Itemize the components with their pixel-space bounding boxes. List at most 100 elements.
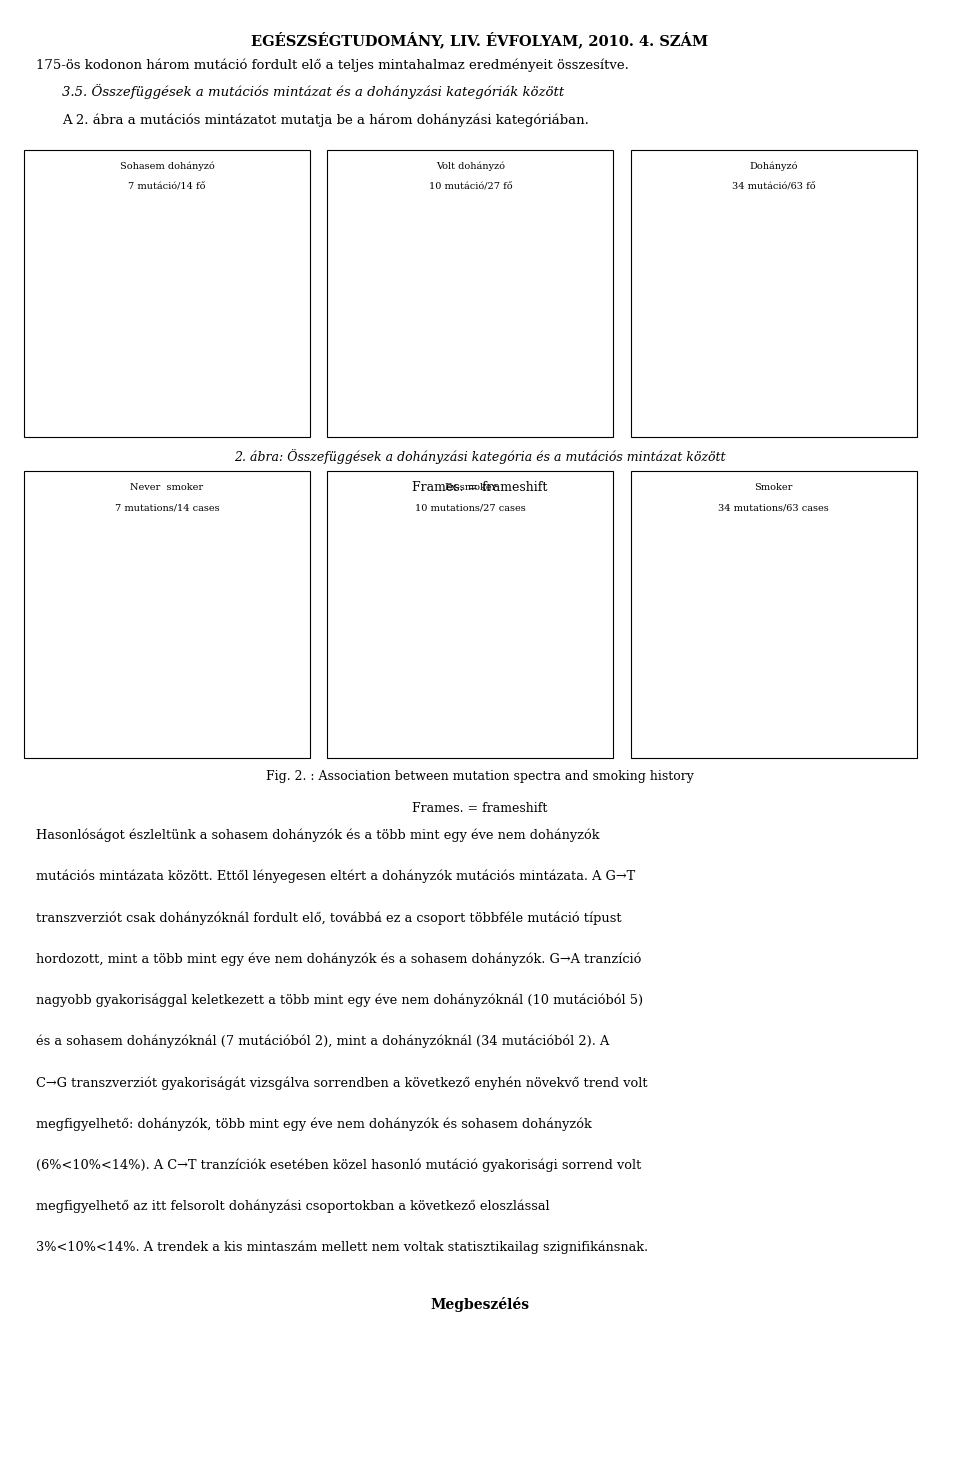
Text: transzverziót csak dohányzóknál fordult elő, továbbá ez a csoport többféle mutác: transzverziót csak dohányzóknál fordult …	[36, 911, 622, 924]
Text: Frames.
14%: Frames. 14%	[206, 278, 276, 296]
Text: Frames. = frameshift: Frames. = frameshift	[412, 802, 548, 815]
Wedge shape	[724, 300, 774, 347]
Wedge shape	[724, 604, 774, 626]
Text: C>T
10%: C>T 10%	[503, 328, 552, 359]
Wedge shape	[774, 305, 822, 336]
Text: C>G
10%: C>G 10%	[484, 664, 514, 710]
Text: G>A
6%: G>A 6%	[810, 322, 863, 349]
Text: 3%<10%<14%. A trendek a kis mintaszám mellett nem voltak statisztikailag szignif: 3%<10%<14%. A trendek a kis mintaszám me…	[36, 1241, 649, 1254]
Text: Ex-smoker: Ex-smoker	[444, 483, 496, 492]
Text: C>G
14%: C>G 14%	[72, 278, 128, 296]
Text: C>G
6%: C>G 6%	[680, 596, 734, 615]
Text: (6%<10%<14%). A C→T tranzíciók esetében közel hasonló mutáció gyakorisági sorren: (6%<10%<14%). A C→T tranzíciók esetében …	[36, 1158, 642, 1172]
Text: Megbeszélés: Megbeszélés	[430, 1297, 530, 1312]
Wedge shape	[774, 612, 824, 640]
Wedge shape	[128, 255, 167, 305]
Wedge shape	[729, 275, 774, 305]
Text: C>G
10%: C>G 10%	[484, 343, 514, 389]
Wedge shape	[167, 255, 206, 305]
Wedge shape	[724, 283, 774, 305]
Text: EGÉSZSÉGTUDOMÁNY, LIV. ÉVFOLYAM, 2010. 4. SZÁM: EGÉSZSÉGTUDOMÁNY, LIV. ÉVFOLYAM, 2010. 4…	[252, 31, 708, 47]
Text: Volt dohányzó: Volt dohányzó	[436, 162, 505, 171]
Wedge shape	[756, 576, 774, 626]
Wedge shape	[144, 305, 216, 356]
Text: C>T
14%: C>T 14%	[115, 227, 149, 269]
Wedge shape	[420, 576, 470, 677]
Text: 7 mutations/14 cases: 7 mutations/14 cases	[115, 503, 219, 512]
Wedge shape	[117, 274, 167, 315]
Text: C>T
3%: C>T 3%	[689, 256, 739, 284]
Text: Frames.
14%: Frames. 14%	[206, 599, 276, 617]
Wedge shape	[747, 626, 814, 677]
Text: Ismeretlen
21%: Ismeretlen 21%	[799, 234, 865, 274]
Text: G>T
24%: G>T 24%	[781, 344, 806, 390]
Text: Frames.
9%: Frames. 9%	[814, 617, 885, 634]
Text: és a sohasem dohányzóknál (7 mutációból 2), mint a dohányzóknál (34 mutációból 2: és a sohasem dohányzóknál (7 mutációból …	[36, 1035, 610, 1048]
Wedge shape	[144, 626, 216, 677]
Text: Frames.
30%: Frames. 30%	[503, 571, 566, 602]
Text: G>C
14%: G>C 14%	[85, 330, 134, 361]
Text: Never  smoker: Never smoker	[131, 483, 204, 492]
Wedge shape	[747, 258, 774, 305]
Wedge shape	[470, 255, 520, 321]
Text: Not defined
21%: Not defined 21%	[799, 555, 869, 595]
Text: Frames.
30%: Frames. 30%	[503, 250, 566, 281]
Wedge shape	[774, 255, 822, 305]
Text: 2. ábra: Összefüggések a dohányzási kategória és a mutációs mintázat között: 2. ábra: Összefüggések a dohányzási kate…	[234, 449, 726, 464]
Wedge shape	[774, 291, 824, 319]
Text: Frames.
9%: Frames. 9%	[814, 296, 885, 314]
Text: G>A
50%: G>A 50%	[373, 617, 430, 634]
Text: Dohányzó: Dohányzó	[750, 162, 798, 171]
Wedge shape	[756, 255, 774, 305]
Text: G>T
24%: G>T 24%	[781, 665, 806, 711]
Wedge shape	[470, 305, 518, 346]
Text: C>T
14%: C>T 14%	[115, 548, 149, 590]
Wedge shape	[774, 576, 822, 626]
Text: Ismeretlen
14%: Ismeretlen 14%	[185, 227, 245, 269]
Text: C>T
3%: C>T 3%	[689, 577, 739, 605]
Text: A>T
6%: A>T 6%	[704, 559, 746, 596]
Wedge shape	[729, 596, 774, 626]
Wedge shape	[167, 576, 206, 626]
Wedge shape	[724, 621, 774, 668]
Wedge shape	[128, 576, 167, 626]
Wedge shape	[733, 262, 774, 305]
Text: C>G
14%: C>G 14%	[72, 599, 128, 617]
Text: megfigyelhető: dohányzók, több mint egy éve nem dohányzók és sohasem dohányzók: megfigyelhető: dohányzók, több mint egy …	[36, 1117, 592, 1130]
Wedge shape	[774, 626, 822, 657]
Text: G>C
18%: G>C 18%	[684, 322, 737, 349]
Text: 34 mutations/63 cases: 34 mutations/63 cases	[718, 503, 829, 512]
Text: G>C
18%: G>C 18%	[684, 643, 737, 670]
Text: T>G
6%: T>G 6%	[741, 219, 766, 265]
Text: 3.5. Összefüggések a mutációs mintázat és a dohányzási kategóriák között: 3.5. Összefüggések a mutációs mintázat é…	[62, 84, 564, 99]
Wedge shape	[167, 274, 217, 315]
Text: mutációs mintázata között. Ettől lényegesen eltért a dohányzók mutációs mintázat: mutációs mintázata között. Ettől lényege…	[36, 870, 636, 883]
Text: Not defined
14%: Not defined 14%	[185, 548, 249, 590]
Text: 34 mutáció/63 fő: 34 mutáció/63 fő	[732, 183, 816, 191]
Text: hordozott, mint a több mint egy éve nem dohányzók és a sohasem dohányzók. G→A tr: hordozott, mint a több mint egy éve nem …	[36, 952, 642, 966]
Wedge shape	[118, 626, 167, 671]
Wedge shape	[420, 255, 470, 356]
Text: T>G
6%: T>G 6%	[741, 540, 766, 586]
Text: G>C
14%: G>C 14%	[85, 651, 134, 682]
Wedge shape	[470, 576, 520, 642]
Wedge shape	[733, 583, 774, 626]
Text: 10 mutáció/27 fő: 10 mutáció/27 fő	[428, 183, 513, 191]
Text: Smoker: Smoker	[755, 483, 793, 492]
Text: Hasonlóságot észleltünk a sohasem dohányzók és a több mint egy éve nem dohányzók: Hasonlóságot észleltünk a sohasem dohány…	[36, 829, 600, 842]
Text: G>A
50%: G>A 50%	[373, 296, 430, 314]
Text: 2. ábra: Összefüggések a dohányzási kategória és a mutációs mintázat között: 2. ábra: Összefüggések a dohányzási kate…	[234, 449, 726, 464]
Text: Frames. = frameshift: Frames. = frameshift	[412, 481, 548, 495]
Text: T>C
3%: T>C 3%	[721, 227, 756, 269]
Text: C>G
6%: C>G 6%	[680, 275, 734, 294]
Text: Sohasem dohányzó: Sohasem dohányzó	[120, 162, 214, 171]
Text: 10 mutations/27 cases: 10 mutations/27 cases	[415, 503, 526, 512]
Text: nagyobb gyakorisággal keletkezett a több mint egy éve nem dohányzóknál (10 mutác: nagyobb gyakorisággal keletkezett a több…	[36, 994, 643, 1007]
Text: Fig. 2. : Association between mutation spectra and smoking history: Fig. 2. : Association between mutation s…	[266, 770, 694, 783]
Text: A>T
6%: A>T 6%	[704, 238, 746, 275]
Wedge shape	[747, 305, 814, 356]
Wedge shape	[470, 305, 500, 356]
Wedge shape	[470, 626, 518, 667]
Text: megfigyelhető az itt felsorolt dohányzási csoportokban a következő eloszlással: megfigyelhető az itt felsorolt dohányzás…	[36, 1200, 550, 1213]
Text: 175-ös kodonon három mutáció fordult elő a teljes mintahalmaz eredményeit összes: 175-ös kodonon három mutáció fordult elő…	[36, 59, 630, 72]
